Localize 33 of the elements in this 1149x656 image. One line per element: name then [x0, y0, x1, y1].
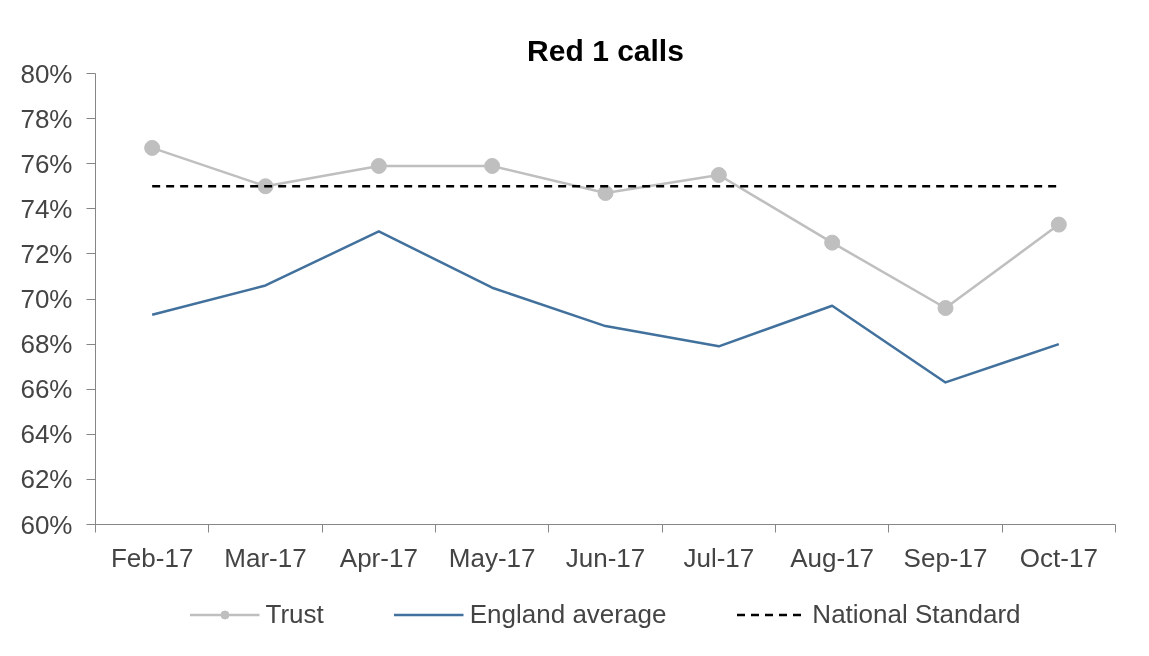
y-tick-label: 78% [20, 103, 73, 134]
point [597, 185, 614, 201]
y-tick-label: 62% [20, 464, 73, 495]
point [1050, 216, 1067, 233]
line-series [150, 230, 1061, 384]
y-tick-label: 68% [20, 329, 73, 360]
y-tick-label: 76% [20, 148, 73, 179]
legend-label: England average [469, 598, 667, 630]
x-tick-label: Jul-17 [683, 542, 755, 573]
point [370, 157, 387, 174]
x-tick-label: May-17 [448, 542, 536, 573]
legend-label: Trust [265, 598, 324, 630]
x-tick-label: Sep-17 [903, 542, 988, 573]
point [710, 166, 727, 183]
x-tick-label: Jun-17 [565, 542, 646, 573]
x-tick-label: Apr-17 [339, 542, 418, 573]
x-tick-label: Aug-17 [790, 542, 875, 573]
point [937, 300, 954, 317]
point [484, 157, 501, 174]
y-tick-label: 72% [20, 238, 73, 269]
point [144, 139, 161, 156]
chart-title: Red 1 calls [527, 33, 684, 67]
y-tick-label: 74% [20, 193, 73, 224]
x-tick-label: Mar-17 [224, 542, 307, 573]
x-tick-label: Feb-17 [110, 542, 194, 573]
y-tick-label: 70% [20, 284, 73, 314]
y-tick-label: 64% [20, 419, 73, 450]
x-tick-label: Oct-17 [1019, 542, 1098, 573]
y-tick-label: 60% [20, 509, 73, 540]
legend-label: National Standard [812, 598, 1021, 630]
y-tick-label: 66% [20, 374, 73, 405]
point [824, 234, 841, 251]
y-tick-label: 80% [20, 58, 73, 89]
